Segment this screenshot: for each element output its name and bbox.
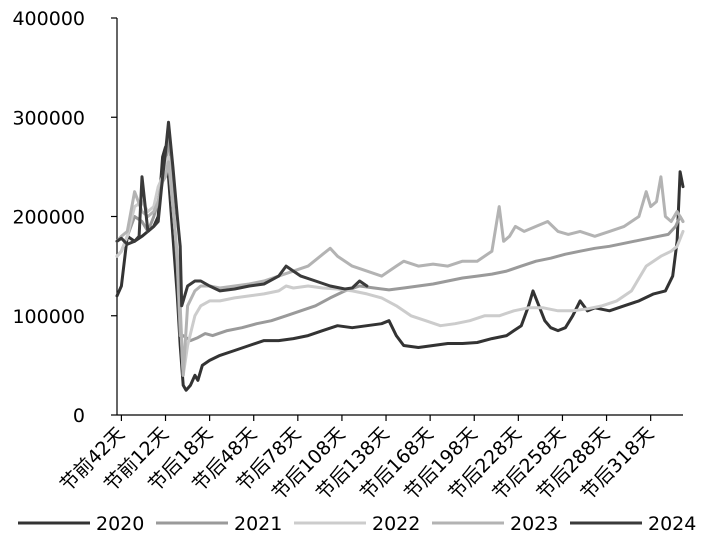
legend-label-2022: 2022 — [372, 513, 420, 535]
y-tick-label: 100000 — [12, 306, 85, 328]
series-line-2024 — [115, 120, 369, 308]
series-lines — [115, 120, 685, 392]
legend-label-2024: 2024 — [648, 513, 696, 535]
legend-label-2021: 2021 — [234, 513, 282, 535]
series-line-2020 — [115, 145, 685, 392]
y-tick-label: 200000 — [12, 207, 85, 229]
legend-label-2020: 2020 — [96, 513, 144, 535]
y-axis: 0 100000 200000 300000 400000 — [12, 8, 118, 427]
legend: 2020 2021 2022 2023 2024 — [18, 513, 696, 535]
y-tick-label: 0 — [73, 405, 85, 427]
x-axis: 节前42天节前12天节后18天节后48天节后78天节后108天节后138天节后1… — [56, 414, 683, 504]
series-line-2023 — [115, 160, 685, 377]
y-tick-label: 300000 — [12, 107, 85, 129]
y-tick-label: 400000 — [12, 8, 85, 30]
legend-label-2023: 2023 — [510, 513, 558, 535]
